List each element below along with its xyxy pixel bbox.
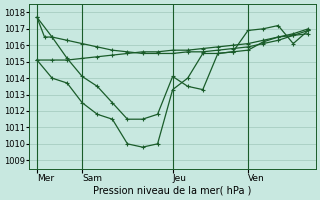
X-axis label: Pression niveau de la mer( hPa ): Pression niveau de la mer( hPa ) <box>93 186 252 196</box>
